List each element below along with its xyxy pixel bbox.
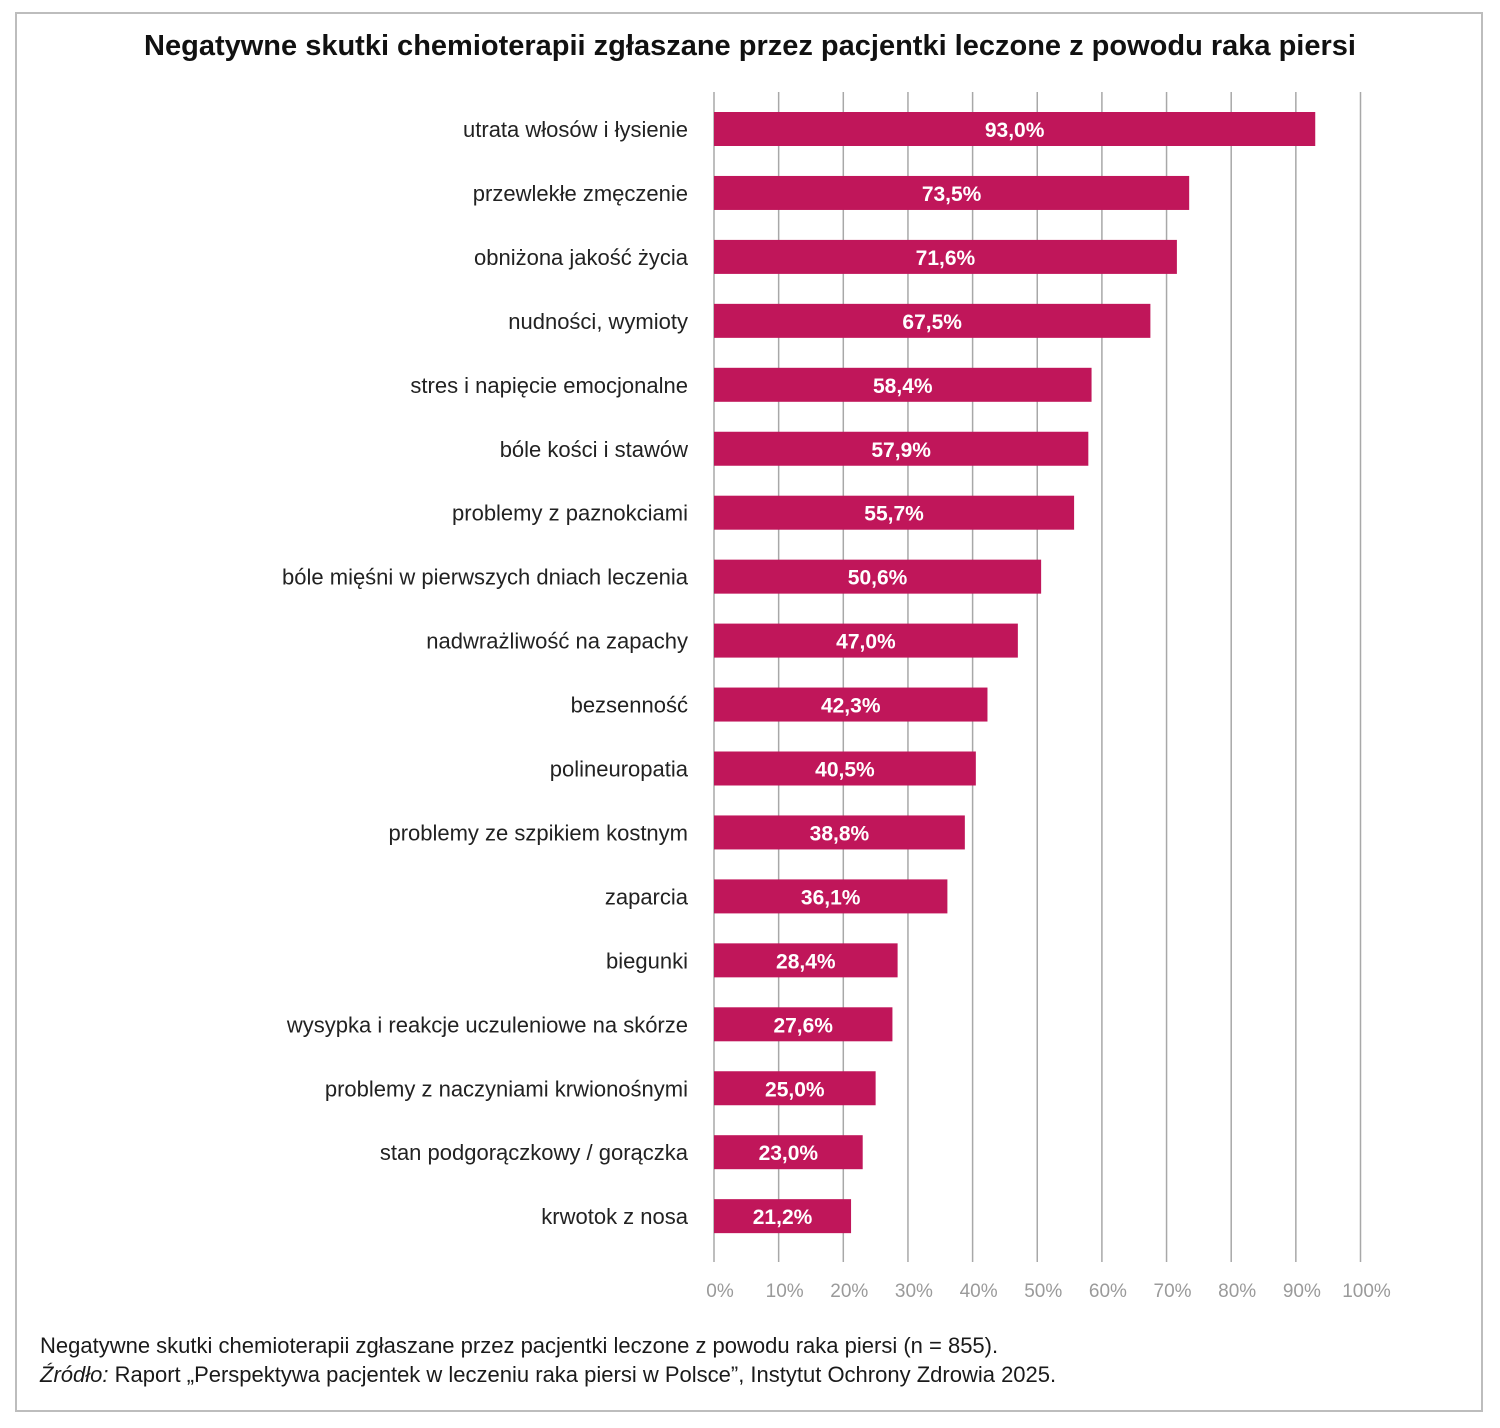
chart-title: Negatywne skutki chemioterapii zgłaszane…: [144, 30, 1356, 62]
x-tick-label: 80%: [1218, 1281, 1256, 1302]
x-tick-label: 10%: [766, 1281, 804, 1302]
bar: [714, 815, 965, 850]
bar: [714, 623, 1018, 658]
category-label: nudności, wymioty: [508, 309, 688, 334]
bar: [714, 751, 976, 786]
category-label: utrata włosów i łysienie: [463, 117, 688, 142]
category-label: problemy z naczyniami krwionośnymi: [325, 1076, 688, 1101]
category-label: stan podgorączkowy / gorączka: [380, 1140, 689, 1165]
bar: [714, 175, 1190, 210]
x-tick-label: 0%: [706, 1281, 734, 1302]
category-label: bezsenność: [571, 693, 688, 718]
data-label: 21,2%: [753, 1206, 813, 1229]
data-label: 36,1%: [801, 886, 861, 909]
bar: [714, 239, 1177, 274]
data-label: 42,3%: [821, 695, 881, 718]
x-tick-label: 100%: [1342, 1281, 1391, 1302]
bar: [714, 687, 988, 722]
data-label: 73,5%: [922, 183, 982, 206]
category-label: krwotok z nosa: [541, 1204, 688, 1229]
bar: [714, 879, 948, 914]
category-label: nadwrażliwość na zapachy: [426, 629, 688, 654]
category-label: polineuropatia: [550, 757, 689, 782]
bar: [714, 1007, 893, 1042]
category-label: biegunki: [606, 948, 688, 973]
data-label: 58,4%: [873, 375, 933, 398]
data-label: 28,4%: [776, 950, 836, 973]
source-label: Źródło:: [40, 1362, 109, 1387]
bar: [714, 303, 1151, 338]
data-label: 67,5%: [902, 311, 962, 334]
data-label: 40,5%: [815, 759, 875, 782]
category-label: stres i napięcie emocjonalne: [410, 373, 688, 398]
data-label: 50,6%: [848, 567, 908, 590]
category-label: bóle mięśni w pierwszych dniach leczenia: [282, 565, 689, 590]
data-label: 23,0%: [759, 1142, 819, 1165]
category-label: problemy ze szpikiem kostnym: [388, 820, 688, 845]
data-label: 38,8%: [810, 822, 870, 845]
bar: [714, 112, 1316, 146]
bar: [714, 431, 1089, 466]
data-label: 71,6%: [916, 247, 976, 270]
data-label: 93,0%: [985, 119, 1045, 142]
footer-note: Negatywne skutki chemioterapii zgłaszane…: [40, 1333, 999, 1358]
data-label: 57,9%: [871, 439, 931, 462]
x-tick-label: 20%: [830, 1281, 868, 1302]
x-tick-label: 90%: [1283, 1281, 1321, 1302]
category-label: obniżona jakość życia: [474, 245, 689, 270]
bar: [714, 1071, 876, 1106]
chart-footer: Negatywne skutki chemioterapii zgłaszane…: [40, 1331, 1056, 1389]
bar: [714, 1135, 863, 1170]
bar: [714, 367, 1092, 402]
x-tick-label: 40%: [960, 1281, 998, 1302]
bar: [714, 943, 898, 978]
footer-source: Źródło: Raport „Perspektywa pacjentek w …: [40, 1360, 1056, 1389]
data-label: 27,6%: [773, 1014, 833, 1037]
category-label: zaparcia: [605, 884, 689, 909]
bar: [714, 1199, 852, 1234]
bar: [714, 559, 1042, 594]
category-label: wysypka i reakcje uczuleniowe na skórze: [286, 1012, 688, 1037]
x-tick-label: 60%: [1089, 1281, 1127, 1302]
bar: [714, 495, 1075, 530]
x-tick-label: 50%: [1024, 1281, 1062, 1302]
data-label: 55,7%: [864, 503, 924, 526]
category-label: bóle kości i stawów: [500, 437, 688, 462]
x-tick-label: 30%: [895, 1281, 933, 1302]
x-tick-label: 70%: [1154, 1281, 1192, 1302]
category-label: przewlekłe zmęczenie: [473, 181, 688, 206]
data-label: 47,0%: [836, 631, 896, 654]
source-text: Raport „Perspektywa pacjentek w leczeniu…: [108, 1362, 1057, 1387]
data-label: 25,0%: [765, 1078, 825, 1101]
category-label: problemy z paznokciami: [452, 501, 688, 526]
